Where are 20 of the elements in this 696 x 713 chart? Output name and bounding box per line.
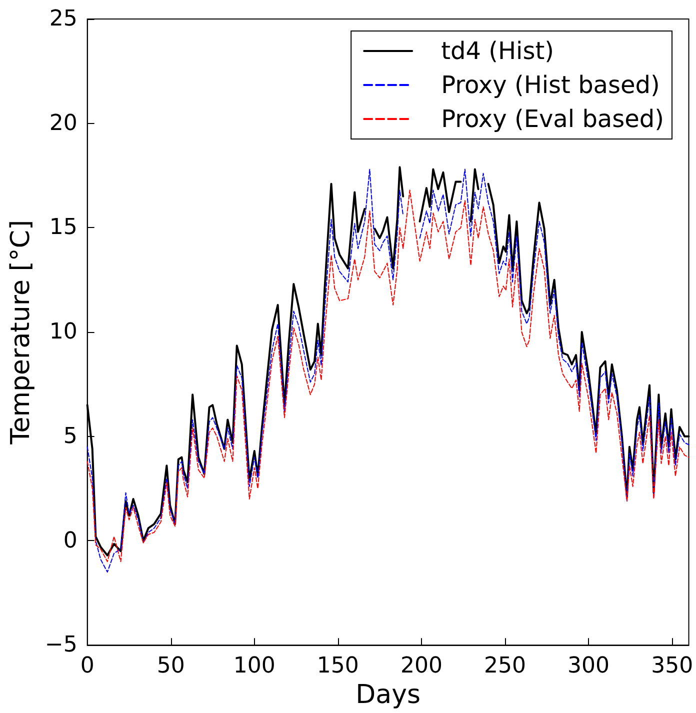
y-tick-label: −5 xyxy=(44,632,78,658)
legend-label: Proxy (Hist based) xyxy=(441,71,660,99)
x-tick-label: 300 xyxy=(568,654,610,679)
legend-label: td4 (Hist) xyxy=(441,37,554,65)
y-tick-label: 20 xyxy=(49,110,78,136)
y-tick-label: 10 xyxy=(49,320,78,345)
x-tick-label: 350 xyxy=(651,654,694,679)
legend-label: Proxy (Eval based) xyxy=(441,105,664,133)
y-tick-label: 25 xyxy=(49,6,78,32)
x-tick-label: 0 xyxy=(80,654,94,679)
y-tick-label: 0 xyxy=(63,528,78,554)
y-tick-label: 15 xyxy=(49,215,78,240)
x-axis-title: Days xyxy=(356,680,420,710)
x-tick-label: 200 xyxy=(400,654,442,679)
x-tick-label: 100 xyxy=(233,654,276,679)
x-tick-label: 150 xyxy=(316,654,359,679)
x-tick-label: 50 xyxy=(156,654,185,679)
y-axis-title: Temperature [°C] xyxy=(6,220,36,446)
x-tick-label: 250 xyxy=(484,654,526,679)
y-tick-label: 5 xyxy=(63,424,78,449)
